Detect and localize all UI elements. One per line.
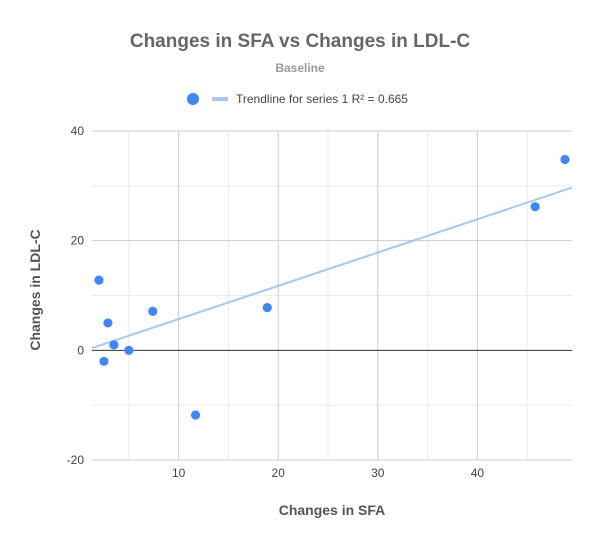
data-point <box>190 410 201 420</box>
x-tick-labels: 10 20 30 40 <box>172 466 484 480</box>
x-tick-label: 20 <box>272 466 286 480</box>
y-tick-labels: -20 0 20 40 <box>67 124 85 467</box>
y-tick-label: 20 <box>71 234 85 248</box>
y-tick-label: 0 <box>77 343 84 357</box>
x-tick-label: 30 <box>371 466 385 480</box>
legend-trendline-label: Trendline for series 1 R² = 0.665 <box>236 92 408 106</box>
trendline-line <box>91 186 573 349</box>
data-point <box>109 340 119 350</box>
legend: Trendline for series 1 R² = 0.665 <box>187 92 408 106</box>
data-points <box>94 154 570 420</box>
y-axis-title: Changes in LDL-C <box>27 229 43 350</box>
legend-series-marker <box>187 93 199 105</box>
minor-gridlines <box>92 131 572 460</box>
x-tick-label: 40 <box>471 466 485 480</box>
data-point <box>99 356 109 366</box>
data-point <box>94 275 104 285</box>
y-tick-label: 40 <box>71 124 85 138</box>
chart-subtitle: Baseline <box>275 61 325 75</box>
data-point <box>103 318 113 328</box>
data-point <box>124 345 134 355</box>
data-point <box>148 306 158 317</box>
data-point <box>262 302 272 313</box>
x-axis-title: Changes in SFA <box>279 502 386 518</box>
y-tick-label: -20 <box>67 453 85 467</box>
data-point <box>530 202 540 212</box>
x-tick-label: 10 <box>172 466 186 480</box>
data-point <box>560 154 570 165</box>
chart-title: Changes in SFA vs Changes in LDL-C <box>130 31 471 52</box>
major-gridlines <box>92 130 572 461</box>
trendline <box>91 186 573 349</box>
